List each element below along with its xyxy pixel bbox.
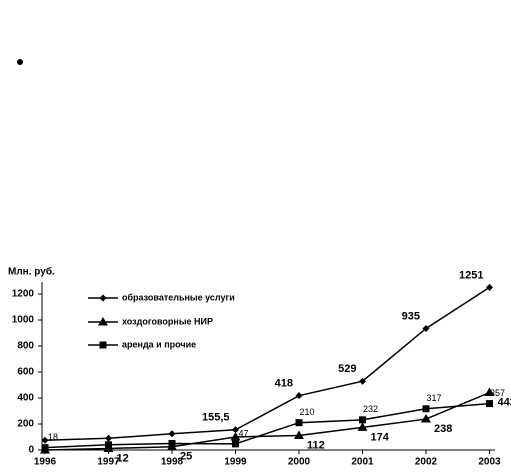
value-label: 25	[180, 451, 192, 463]
value-label: 47	[238, 428, 248, 438]
point	[232, 440, 239, 447]
x-tick-label: 2001	[351, 457, 374, 468]
x-tick-label: 1996	[34, 457, 57, 468]
legend-label: аренда и прочие	[122, 339, 196, 349]
y-tick-label: 200	[17, 419, 34, 430]
value-label: 935	[402, 310, 420, 322]
value-label: 232	[363, 404, 378, 414]
y-axis-title: Млн. руб.	[8, 266, 55, 278]
point	[105, 441, 112, 448]
x-tick-label: 1999	[224, 457, 247, 468]
value-label: 442	[498, 396, 511, 408]
bullet	[17, 59, 23, 65]
value-label: 112	[307, 439, 325, 451]
value-label: 529	[338, 363, 356, 375]
x-tick-label: 2003	[478, 457, 501, 468]
value-label: 357	[490, 388, 505, 398]
point	[42, 444, 49, 451]
value-label: 155,5	[202, 412, 230, 424]
value-label: 18	[48, 432, 58, 442]
value-label: 317	[426, 393, 441, 403]
point	[296, 419, 303, 426]
series-line	[45, 287, 490, 440]
y-tick-label: 0	[28, 445, 34, 456]
value-label: 174	[371, 431, 390, 443]
x-tick-label: 2002	[415, 457, 438, 468]
legend-label: хоздоговорные НИР	[122, 316, 213, 326]
y-tick-label: 800	[17, 341, 34, 352]
point	[169, 440, 176, 447]
point	[105, 435, 112, 442]
legend-marker	[100, 342, 107, 349]
legend-label: образовательные услуги	[122, 292, 235, 302]
value-label: 1251	[459, 269, 483, 281]
value-label: 210	[299, 407, 314, 417]
y-tick-label: 600	[17, 367, 34, 378]
point	[296, 392, 303, 399]
point	[169, 430, 176, 437]
y-tick-label: 400	[17, 393, 34, 404]
point	[486, 400, 493, 407]
value-label: 418	[275, 378, 293, 390]
legend-marker	[100, 295, 107, 302]
point	[423, 405, 430, 412]
value-label: 238	[434, 423, 452, 435]
y-tick-label: 1000	[12, 315, 35, 326]
y-tick-label: 1200	[12, 289, 35, 300]
x-tick-label: 2000	[288, 457, 311, 468]
value-label: 12	[117, 452, 129, 464]
point	[359, 416, 366, 423]
